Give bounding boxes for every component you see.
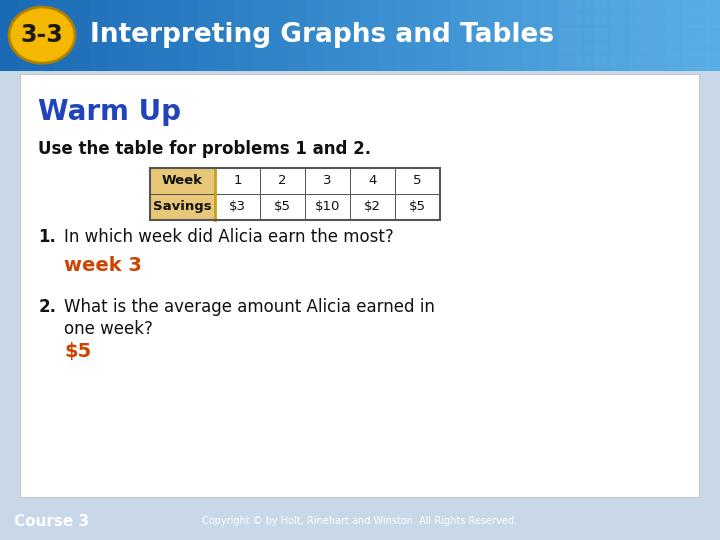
- Text: week 3: week 3: [64, 256, 142, 275]
- Text: Warm Up: Warm Up: [38, 98, 181, 126]
- Text: 5: 5: [413, 174, 422, 187]
- Bar: [585, 42, 607, 53]
- Bar: [560, 28, 582, 39]
- Text: $3: $3: [229, 200, 246, 213]
- Text: 2.: 2.: [38, 298, 56, 316]
- Bar: [585, 70, 607, 82]
- Bar: [610, 14, 632, 25]
- Bar: [350, 194, 395, 220]
- Text: What is the average amount Alicia earned in: What is the average amount Alicia earned…: [64, 298, 435, 316]
- Bar: [560, 0, 582, 11]
- Bar: [660, 14, 682, 25]
- Bar: [635, 42, 657, 53]
- Text: 2: 2: [279, 174, 287, 187]
- Bar: [610, 70, 632, 82]
- Bar: [660, 70, 682, 82]
- Text: Interpreting Graphs and Tables: Interpreting Graphs and Tables: [90, 22, 554, 48]
- Text: In which week did Alicia earn the most?: In which week did Alicia earn the most?: [64, 228, 394, 246]
- Bar: [660, 42, 682, 53]
- Bar: [305, 194, 350, 220]
- Bar: [150, 168, 215, 194]
- Bar: [635, 56, 657, 68]
- Bar: [260, 194, 305, 220]
- Bar: [635, 70, 657, 82]
- Bar: [350, 168, 395, 194]
- Text: $5: $5: [64, 342, 91, 361]
- Bar: [660, 56, 682, 68]
- Bar: [610, 0, 632, 11]
- Text: Use the table for problems 1 and 2.: Use the table for problems 1 and 2.: [38, 140, 372, 158]
- Bar: [585, 0, 607, 11]
- Bar: [660, 0, 682, 11]
- Bar: [560, 56, 582, 68]
- Bar: [685, 0, 707, 11]
- Text: one week?: one week?: [64, 320, 153, 338]
- Bar: [710, 70, 720, 82]
- Text: 4: 4: [369, 174, 377, 187]
- Text: $5: $5: [409, 200, 426, 213]
- Text: 3-3: 3-3: [21, 23, 63, 47]
- Text: $10: $10: [315, 200, 341, 213]
- Bar: [585, 56, 607, 68]
- Bar: [395, 168, 440, 194]
- Bar: [215, 194, 260, 220]
- Bar: [710, 14, 720, 25]
- Bar: [150, 168, 440, 220]
- Bar: [260, 168, 305, 194]
- Text: Course 3: Course 3: [14, 514, 89, 529]
- Bar: [635, 28, 657, 39]
- Bar: [710, 42, 720, 53]
- Bar: [685, 28, 707, 39]
- Bar: [585, 28, 607, 39]
- Bar: [710, 0, 720, 11]
- Bar: [635, 14, 657, 25]
- Bar: [560, 70, 582, 82]
- Text: $2: $2: [364, 200, 381, 213]
- Text: $5: $5: [274, 200, 291, 213]
- Bar: [710, 56, 720, 68]
- Bar: [685, 42, 707, 53]
- Text: Copyright © by Holt, Rinehart and Winston. All Rights Reserved.: Copyright © by Holt, Rinehart and Winsto…: [202, 516, 518, 526]
- Bar: [685, 14, 707, 25]
- Bar: [660, 28, 682, 39]
- Text: Savings: Savings: [153, 200, 212, 213]
- Bar: [215, 168, 260, 194]
- Bar: [685, 70, 707, 82]
- Bar: [585, 14, 607, 25]
- Bar: [150, 194, 215, 220]
- Bar: [560, 14, 582, 25]
- Ellipse shape: [9, 7, 75, 63]
- Bar: [610, 42, 632, 53]
- Bar: [395, 194, 440, 220]
- Bar: [610, 28, 632, 39]
- Text: 1.: 1.: [38, 228, 56, 246]
- Bar: [635, 0, 657, 11]
- Bar: [610, 56, 632, 68]
- Bar: [710, 28, 720, 39]
- Text: 3: 3: [323, 174, 332, 187]
- Bar: [305, 168, 350, 194]
- Text: Week: Week: [162, 174, 203, 187]
- Text: 1: 1: [233, 174, 242, 187]
- Bar: [560, 42, 582, 53]
- Bar: [685, 56, 707, 68]
